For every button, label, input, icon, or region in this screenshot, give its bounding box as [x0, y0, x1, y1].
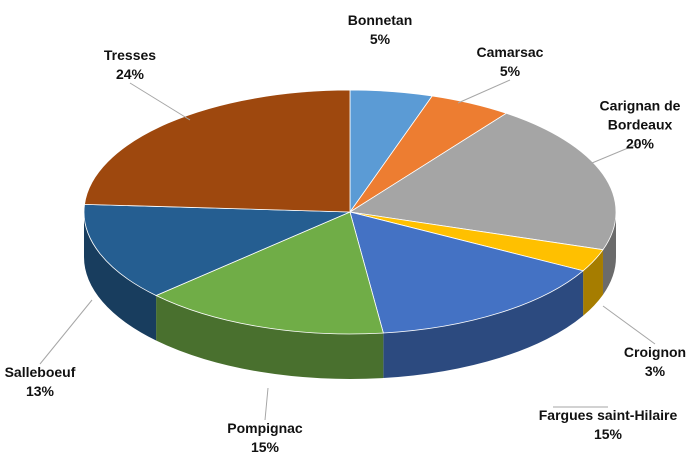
value-label: 15%	[250, 439, 280, 453]
slice	[349, 211, 584, 334]
category-label: Camarsac	[476, 44, 544, 60]
category-label: Fargues saint-Hilaire	[538, 407, 678, 423]
slice	[83, 203, 351, 296]
data-label: Croignon 3%	[605, 343, 690, 381]
category-label: Pompignac	[227, 420, 303, 436]
leader-line	[602, 305, 656, 345]
category-label: Croignon	[623, 344, 687, 360]
data-label: Carignan de Bordeaux 20%	[580, 97, 690, 154]
slice-side	[602, 212, 616, 295]
data-label: Bonnetan 5%	[330, 11, 430, 49]
value-label: 15%	[593, 426, 623, 442]
category-label: Bonnetan	[347, 12, 413, 28]
category-label: Tresses	[103, 47, 157, 63]
data-label: Tresses 24%	[80, 46, 180, 84]
leader-line	[457, 79, 511, 104]
value-label: 3%	[644, 363, 666, 379]
slice	[348, 112, 617, 251]
slice	[155, 211, 384, 335]
value-label: 24%	[115, 66, 145, 82]
category-label: Salleboeuf	[4, 364, 76, 380]
slice-side	[383, 270, 584, 379]
slice	[84, 89, 351, 213]
slice-side	[583, 249, 603, 316]
leader-line	[39, 299, 93, 365]
leader-line	[591, 142, 641, 164]
data-label: Fargues saint-Hilaire 15%	[538, 406, 678, 444]
data-label: Salleboeuf 13%	[0, 363, 85, 401]
value-label: 5%	[499, 63, 521, 79]
data-label: Camarsac 5%	[460, 43, 560, 81]
value-label: 5%	[369, 31, 391, 47]
value-label: 13%	[25, 383, 55, 399]
leader-line	[264, 387, 269, 421]
leader-line	[129, 82, 191, 121]
data-label: Pompignac 15%	[215, 419, 315, 453]
slice-side	[84, 212, 157, 341]
slice-side	[156, 295, 384, 380]
value-label: 20%	[625, 135, 655, 152]
category-label: Carignan de Bordeaux	[599, 97, 681, 133]
